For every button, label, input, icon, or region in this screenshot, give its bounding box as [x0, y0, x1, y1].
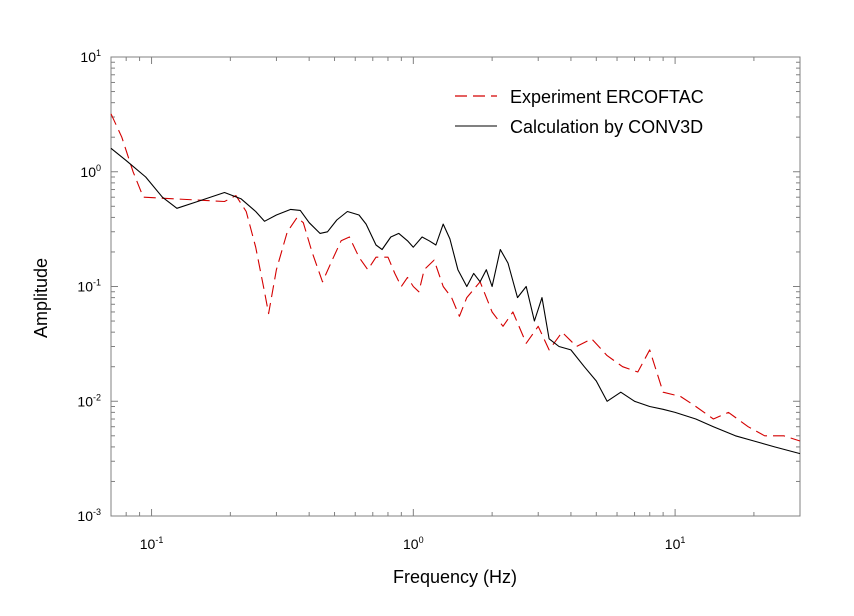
axis-ticks [110, 57, 801, 517]
y-tick-label: 101 [80, 48, 101, 65]
y-tick-label: 10-3 [77, 507, 101, 524]
y-tick-label: 10-1 [77, 278, 101, 295]
series-line-1 [110, 147, 801, 455]
x-tick-label: 101 [665, 535, 686, 552]
legend-label-experiment: Experiment ERCOFTAC [510, 87, 704, 107]
data-series [110, 113, 801, 455]
y-tick-label: 10-2 [77, 392, 101, 409]
x-tick-label: 10-1 [140, 535, 164, 552]
y-tick-label: 100 [80, 163, 101, 180]
x-axis-title: Frequency (Hz) [393, 567, 517, 587]
series-line-0 [110, 113, 801, 442]
x-tick-label: 100 [403, 535, 424, 552]
axis-tick-labels: 10-1 100 101 10-3 10-2 10-1 100 101 [77, 48, 685, 552]
legend: Experiment ERCOFTAC Calculation by CONV3… [455, 87, 704, 137]
y-axis-title: Amplitude [31, 258, 51, 338]
legend-label-calculation: Calculation by CONV3D [510, 117, 703, 137]
